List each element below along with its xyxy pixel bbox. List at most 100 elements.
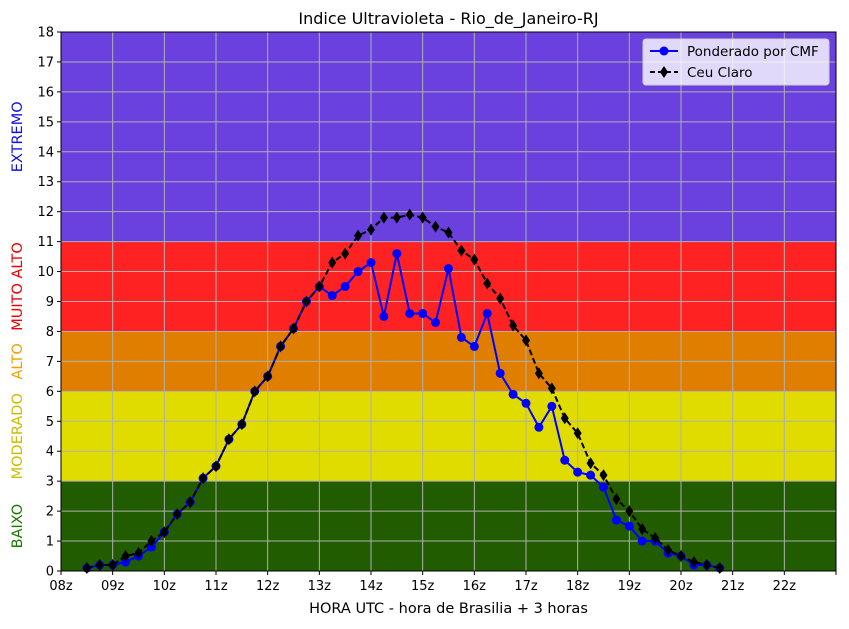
data-point-clear-sky [237, 418, 246, 431]
data-point-cmf [521, 398, 531, 408]
x-tick-label: 22z [773, 579, 797, 594]
data-point-cmf [340, 282, 350, 292]
data-point-clear-sky [689, 556, 698, 569]
series-line-clear-sky [86, 213, 720, 569]
data-point-clear-sky [638, 523, 647, 536]
y-tick-label: 1 [46, 535, 54, 550]
data-point-cmf [392, 249, 402, 259]
band-moderado [61, 391, 836, 482]
data-point-clear-sky [573, 427, 582, 440]
x-tick-label: 18z [566, 579, 590, 594]
x-tick-label: 10z [153, 579, 177, 594]
data-point-clear-sky [173, 508, 182, 521]
y-tick-label: 4 [46, 445, 54, 460]
data-point-clear-sky [379, 211, 388, 224]
data-point-clear-sky [509, 319, 518, 332]
legend-marker-clear [660, 66, 668, 78]
data-point-cmf [534, 422, 544, 432]
legend-label-cmf: Ponderado por CMF [687, 44, 819, 60]
x-tick-label: 15z [411, 579, 435, 594]
x-tick-label: 14z [359, 579, 383, 594]
legend-box [642, 38, 830, 86]
data-point-cmf [431, 317, 441, 327]
chart-title: Indice Ultravioleta - Rio_de_Janeiro-RJ [298, 9, 598, 29]
x-tick-label: 13z [308, 579, 332, 594]
data-point-clear-sky [599, 469, 608, 482]
data-point-cmf [444, 264, 453, 274]
data-point-cmf [405, 308, 415, 318]
x-tick-label: 17z [514, 579, 538, 594]
y-tick-label: 11 [37, 235, 54, 250]
y-tick-label: 0 [46, 565, 54, 580]
x-tick-label: 08z [49, 579, 73, 594]
y-tick-label: 17 [37, 55, 54, 70]
legend-marker-cmf [659, 46, 669, 56]
band-label-baixo: BAIXO [10, 504, 26, 549]
y-tick-label: 10 [37, 265, 54, 280]
x-tick-label: 16z [463, 579, 487, 594]
band-muito-alto [61, 241, 836, 332]
data-point-clear-sky [121, 550, 130, 563]
data-point-clear-sky [560, 412, 569, 425]
data-point-cmf [327, 291, 337, 301]
data-point-clear-sky [496, 292, 505, 305]
data-point-clear-sky [224, 433, 233, 446]
x-tick-label: 19z [618, 579, 642, 594]
data-point-clear-sky [625, 505, 634, 518]
data-point-clear-sky [612, 493, 621, 506]
data-point-clear-sky [199, 472, 208, 485]
data-point-cmf [573, 467, 583, 477]
data-point-clear-sky [367, 223, 375, 236]
y-tick-label: 12 [37, 205, 54, 220]
y-tick-label: 18 [37, 26, 54, 41]
data-point-clear-sky [263, 370, 272, 383]
x-tick-label: 20z [669, 579, 693, 594]
data-point-clear-sky [457, 244, 466, 257]
data-point-cmf [624, 521, 634, 531]
data-point-cmf [611, 515, 621, 525]
x-tick-label: 09z [101, 579, 125, 594]
data-point-cmf [456, 332, 466, 342]
data-point-clear-sky [702, 559, 711, 572]
data-point-cmf [547, 401, 557, 411]
x-tick-label: 11z [204, 579, 228, 594]
band-label-alto: ALTO [10, 343, 26, 379]
data-point-clear-sky [289, 322, 298, 335]
data-point-clear-sky [95, 559, 104, 572]
data-point-clear-sky [483, 277, 492, 290]
data-point-cmf [469, 341, 479, 351]
y-tick-label: 9 [46, 295, 54, 310]
y-tick-label: 3 [46, 475, 54, 490]
data-point-clear-sky [276, 340, 285, 353]
legend-label-clear: Ceu Claro [687, 65, 753, 81]
y-tick-label: 2 [46, 505, 54, 520]
data-point-clear-sky [586, 457, 595, 470]
data-point-cmf [560, 455, 570, 465]
data-point-clear-sky [405, 208, 414, 221]
band-label-muito-alto: MUITO ALTO [10, 242, 26, 331]
y-tick-label: 8 [46, 325, 54, 340]
y-tick-label: 14 [37, 145, 54, 160]
data-point-clear-sky [522, 334, 530, 347]
data-point-clear-sky [186, 496, 195, 509]
data-point-cmf [637, 536, 647, 546]
band-baixo [61, 481, 836, 571]
y-tick-label: 7 [46, 355, 54, 370]
y-tick-label: 6 [46, 385, 54, 400]
data-point-cmf [586, 470, 596, 480]
data-point-clear-sky [431, 220, 440, 233]
data-point-clear-sky [392, 211, 401, 224]
data-point-clear-sky [470, 253, 479, 266]
data-point-clear-sky [534, 367, 543, 380]
x-tick-label: 21z [721, 579, 745, 594]
y-tick-label: 15 [37, 115, 54, 130]
y-tick-label: 13 [37, 175, 54, 190]
y-tick-label: 5 [46, 415, 54, 430]
data-point-clear-sky [160, 526, 169, 539]
data-point-clear-sky [315, 280, 324, 293]
data-point-clear-sky [328, 256, 337, 269]
data-point-clear-sky [664, 544, 673, 557]
data-point-clear-sky [651, 532, 660, 545]
data-point-clear-sky [444, 226, 453, 239]
x-tick-label: 12z [256, 579, 280, 594]
